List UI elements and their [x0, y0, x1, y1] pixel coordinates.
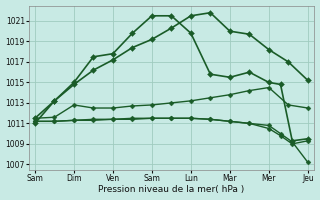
X-axis label: Pression niveau de la mer( hPa ): Pression niveau de la mer( hPa )	[98, 185, 244, 194]
